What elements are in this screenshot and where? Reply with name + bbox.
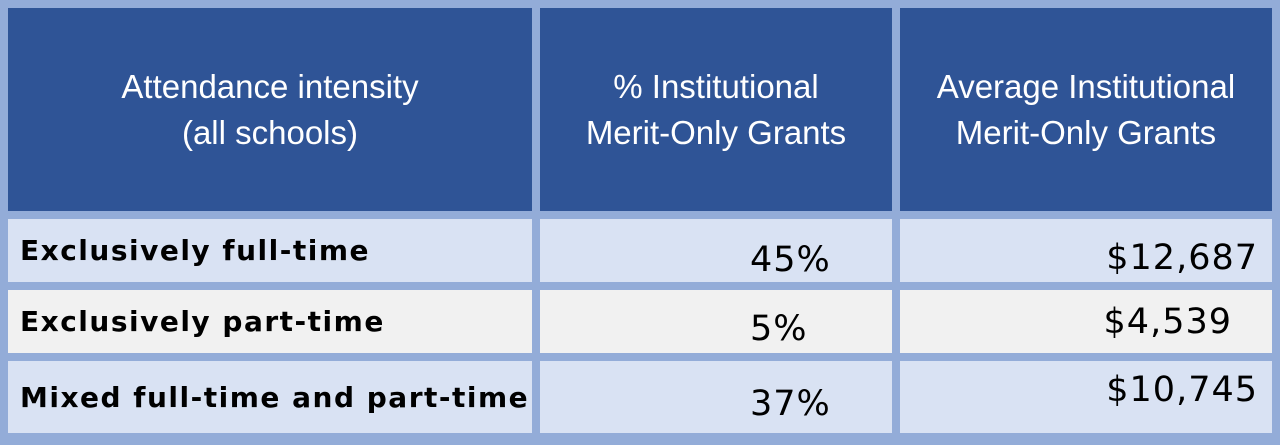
row-avg-mixed-full-and-part-time: $10,745	[900, 361, 1272, 433]
row-avg-exclusively-full-time: $12,687	[900, 219, 1272, 282]
row-label-mixed-full-and-part-time: Mixed full-time and part-time	[8, 361, 532, 433]
row-pct-exclusively-part-time: 5%	[540, 290, 892, 353]
row-label-exclusively-part-time: Exclusively part-time	[8, 290, 532, 353]
row-label-exclusively-full-time: Exclusively full-time	[8, 219, 532, 282]
header-pct-merit-grants: % Institutional Merit-Only Grants	[540, 8, 892, 211]
header-attendance-intensity: Attendance intensity (all schools)	[8, 8, 532, 211]
row-pct-exclusively-full-time: 45%	[540, 219, 892, 282]
row-pct-mixed-full-and-part-time: 37%	[540, 361, 892, 433]
header-avg-merit-grants: Average Institutional Merit-Only Grants	[900, 8, 1272, 211]
row-avg-exclusively-part-time: $4,539	[900, 290, 1272, 353]
